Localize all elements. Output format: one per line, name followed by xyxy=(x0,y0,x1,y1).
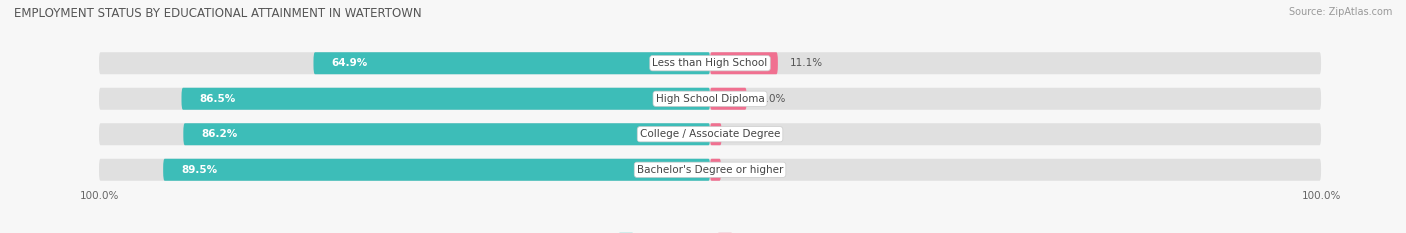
Text: 6.0%: 6.0% xyxy=(759,94,786,104)
Text: 86.2%: 86.2% xyxy=(201,129,238,139)
FancyBboxPatch shape xyxy=(98,123,1322,145)
FancyBboxPatch shape xyxy=(314,52,710,74)
Text: College / Associate Degree: College / Associate Degree xyxy=(640,129,780,139)
FancyBboxPatch shape xyxy=(98,52,1322,74)
Text: 1.8%: 1.8% xyxy=(734,165,759,175)
Text: EMPLOYMENT STATUS BY EDUCATIONAL ATTAINMENT IN WATERTOWN: EMPLOYMENT STATUS BY EDUCATIONAL ATTAINM… xyxy=(14,7,422,20)
FancyBboxPatch shape xyxy=(710,159,721,181)
Text: Bachelor's Degree or higher: Bachelor's Degree or higher xyxy=(637,165,783,175)
Text: Source: ZipAtlas.com: Source: ZipAtlas.com xyxy=(1288,7,1392,17)
FancyBboxPatch shape xyxy=(710,123,721,145)
Text: Less than High School: Less than High School xyxy=(652,58,768,68)
Text: 89.5%: 89.5% xyxy=(181,165,218,175)
FancyBboxPatch shape xyxy=(710,52,778,74)
Text: 1.9%: 1.9% xyxy=(734,129,761,139)
Text: 86.5%: 86.5% xyxy=(200,94,236,104)
Text: High School Diploma: High School Diploma xyxy=(655,94,765,104)
FancyBboxPatch shape xyxy=(163,159,710,181)
Text: 11.1%: 11.1% xyxy=(790,58,823,68)
FancyBboxPatch shape xyxy=(710,88,747,110)
Text: 100.0%: 100.0% xyxy=(79,191,118,201)
FancyBboxPatch shape xyxy=(98,88,1322,110)
Text: 64.9%: 64.9% xyxy=(332,58,368,68)
FancyBboxPatch shape xyxy=(98,159,1322,181)
Text: 100.0%: 100.0% xyxy=(1302,191,1341,201)
FancyBboxPatch shape xyxy=(183,123,710,145)
FancyBboxPatch shape xyxy=(181,88,710,110)
